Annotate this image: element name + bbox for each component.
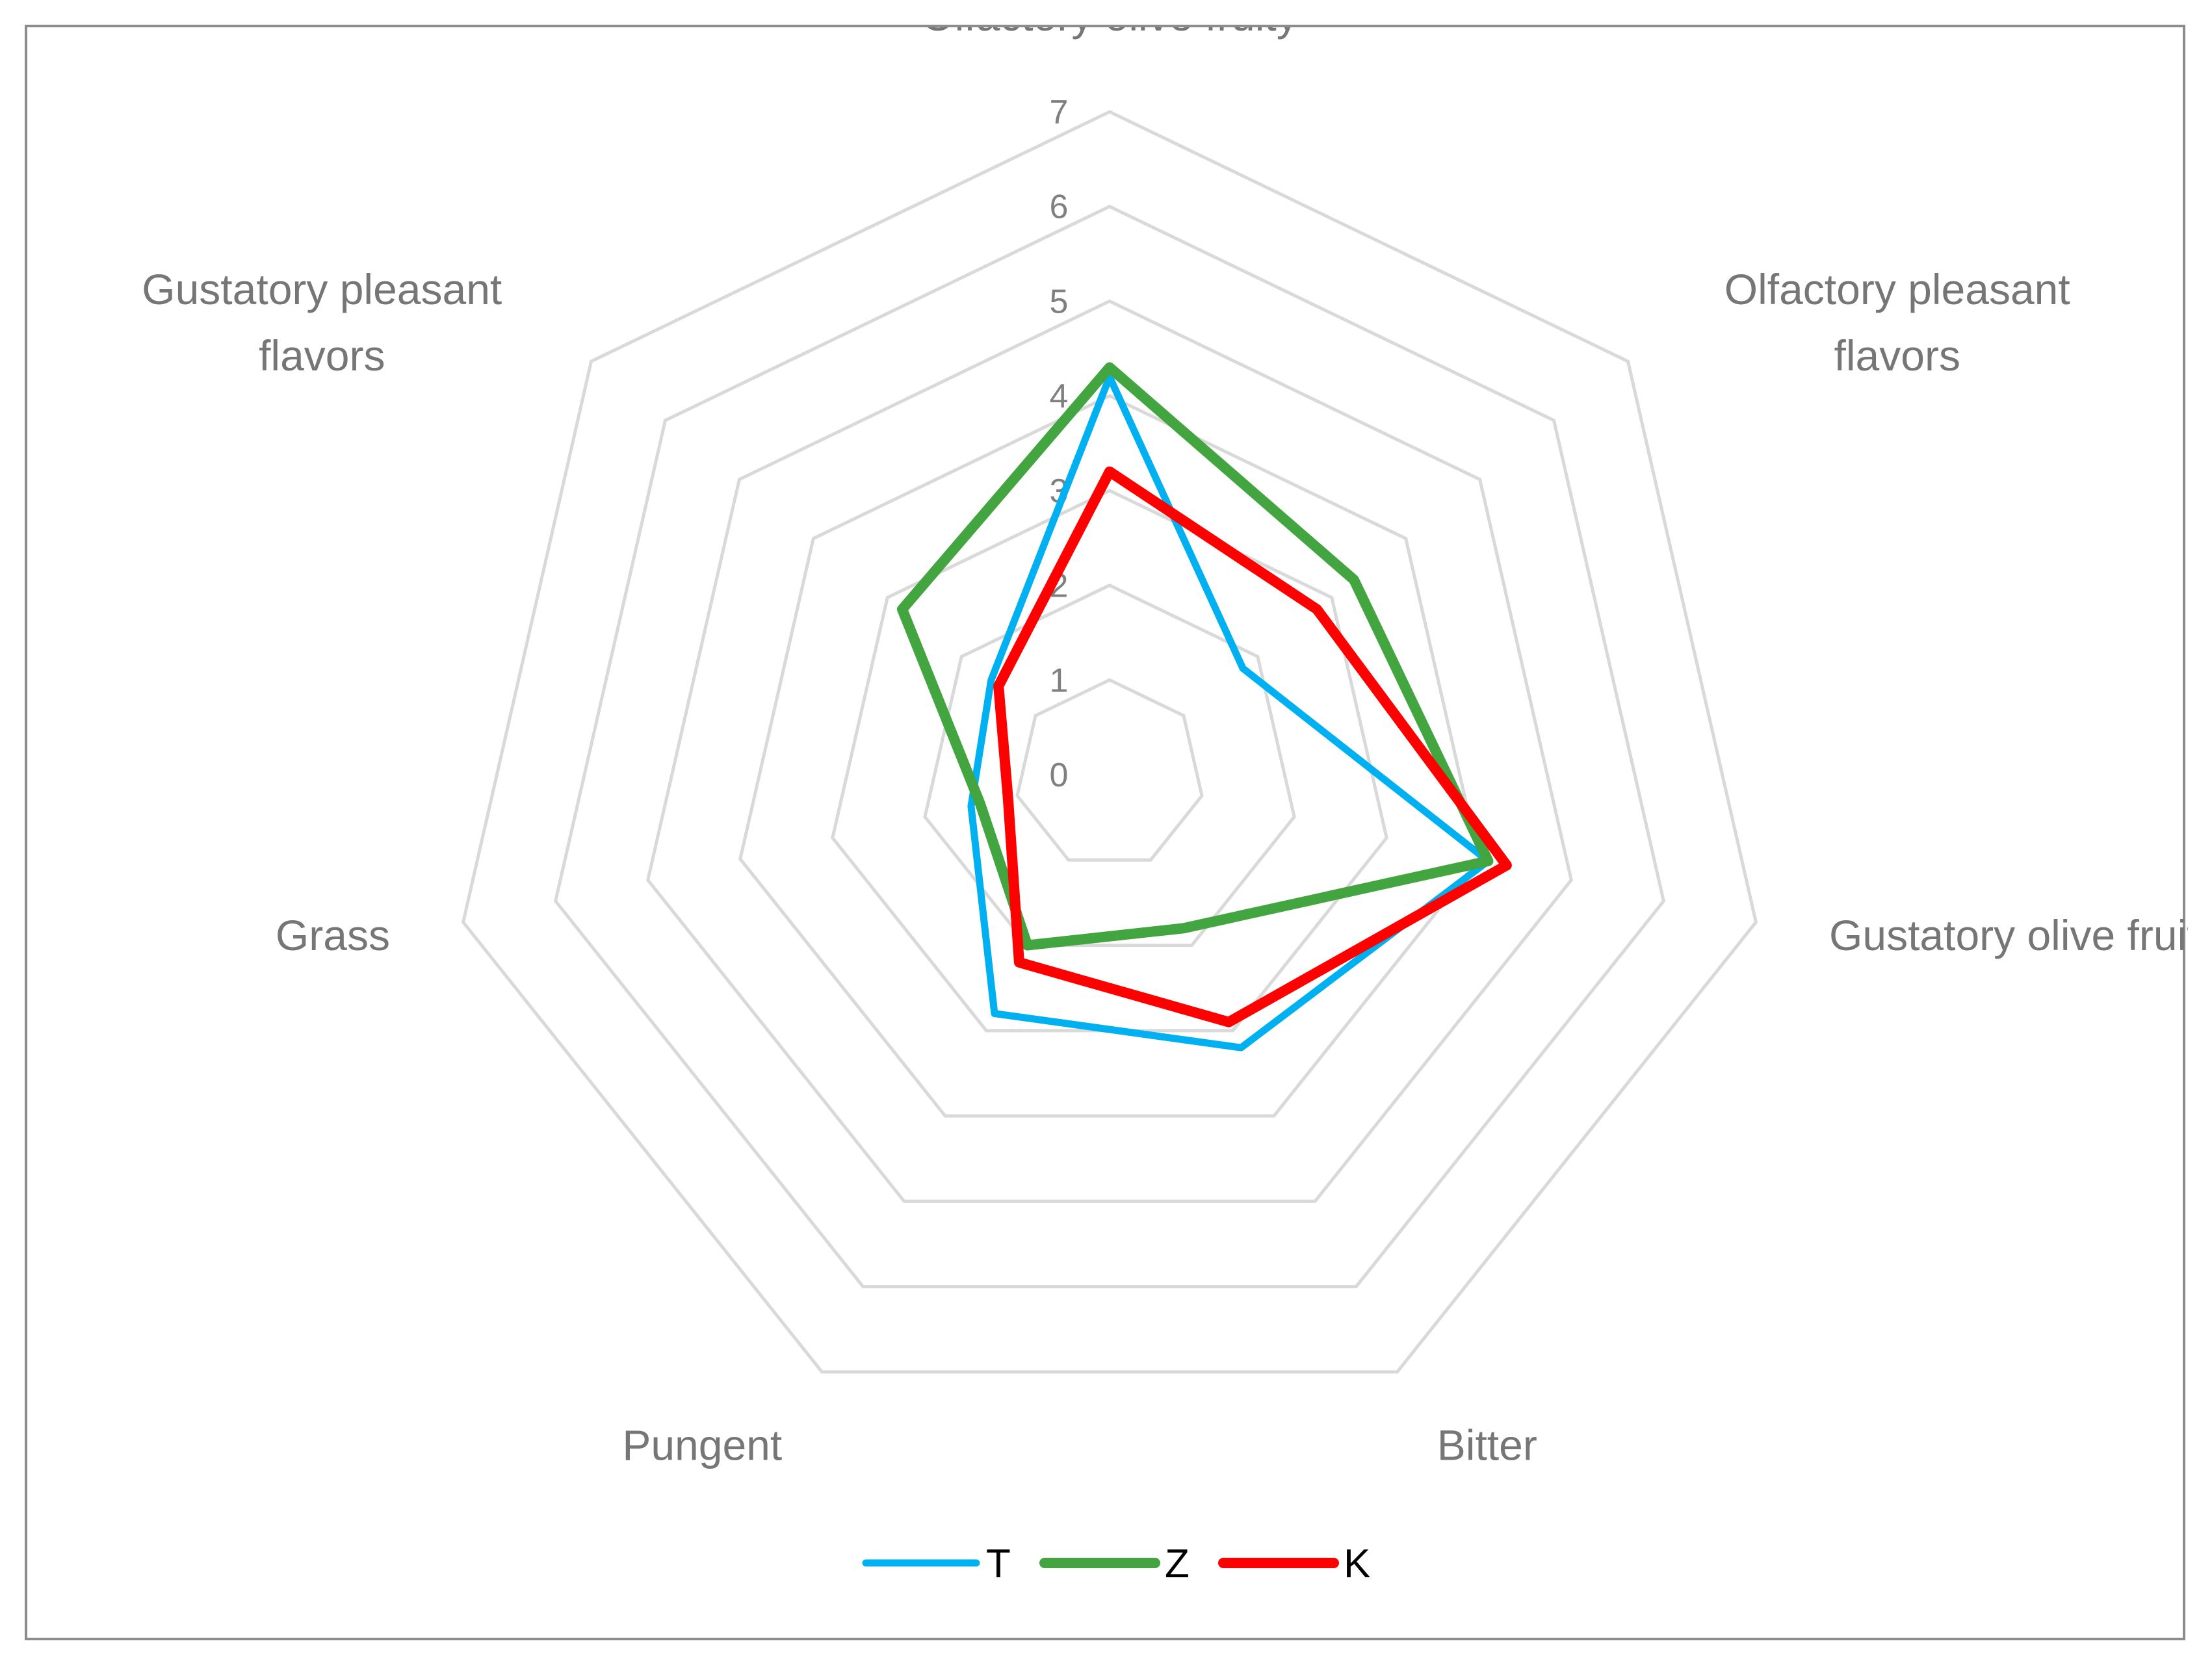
axis-label-2: Gustatory olive fruity <box>1829 911 2188 959</box>
axis-label-line: flavors <box>1834 331 1960 380</box>
axis-label-6: Gustatory pleasant flavors <box>142 265 502 380</box>
legend-label: K <box>1344 1542 1370 1586</box>
radar-series <box>897 362 1512 1052</box>
grid-ring-3 <box>831 489 1388 1033</box>
grid-ring-4 <box>738 394 1481 1118</box>
series-line-T <box>967 373 1492 1052</box>
tick-label-4: 4 <box>1050 378 1069 415</box>
axis-label-line: Pungent <box>622 1421 782 1469</box>
axis-label-line: Grass <box>276 911 390 959</box>
tick-label-0: 0 <box>1050 756 1069 794</box>
radar-grid <box>461 110 1758 1374</box>
tick-label-6: 6 <box>1050 188 1069 226</box>
axis-label-1: Olfactory pleasant flavors <box>1724 265 2070 380</box>
grid-ring-1 <box>1015 678 1204 862</box>
axis-label-line: Bitter <box>1437 1421 1537 1469</box>
axis-label-4: Pungent <box>622 1421 782 1469</box>
tick-label-1: 1 <box>1050 662 1069 699</box>
legend-item-T: T <box>862 1542 1011 1586</box>
axis-label-line: flavors <box>259 331 385 380</box>
grid-ring-5 <box>645 299 1574 1203</box>
tick-label-7: 7 <box>1050 94 1069 131</box>
legend-label: T <box>986 1542 1011 1586</box>
axis-label-line: Gustatory pleasant <box>142 265 502 313</box>
tick-label-5: 5 <box>1050 283 1069 320</box>
legend-item-Z: Z <box>1039 1542 1190 1586</box>
legend-label: Z <box>1165 1542 1190 1586</box>
axis-label-3: Bitter <box>1437 1421 1537 1469</box>
axis-label-0: Olfactory olive fruity <box>921 27 1298 40</box>
axis-label-line: Gustatory olive fruity <box>1829 911 2188 959</box>
legend-item-K: K <box>1218 1542 1370 1586</box>
axis-label-5: Grass <box>276 911 390 959</box>
radar-axis-labels: Olfactory olive fruity Olfactory pleasant… <box>142 27 2188 1469</box>
series-line-K <box>993 466 1512 1027</box>
axis-label-line: Olfactory olive fruity <box>921 27 1298 40</box>
grid-ring-7 <box>461 110 1758 1374</box>
axis-label-line: Olfactory pleasant <box>1724 265 2070 313</box>
series-line-Z <box>897 362 1494 951</box>
grid-ring-6 <box>553 204 1666 1289</box>
